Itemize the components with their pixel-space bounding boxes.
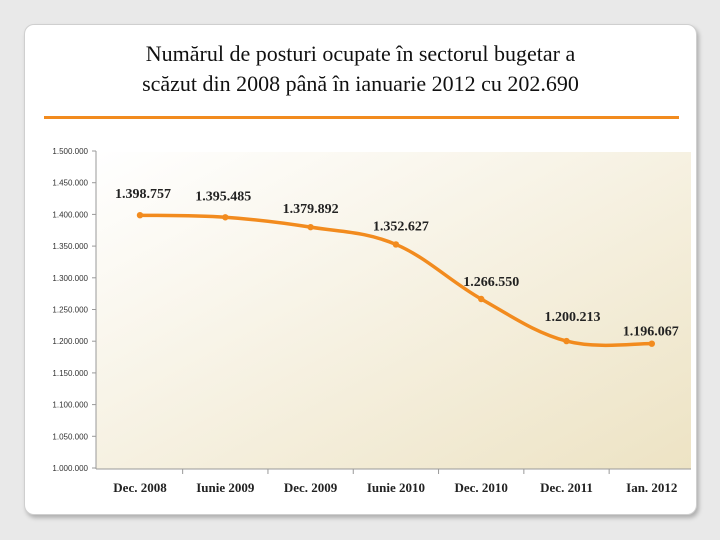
y-tick-label: 1.450.000 [52,179,88,188]
x-category-label: Ian. 2012 [626,480,677,495]
y-tick-label: 1.100.000 [52,401,88,410]
y-tick-label: 1.000.000 [52,464,88,473]
slide-title-line-1: Numărul de posturi ocupate în sectorul b… [145,41,576,66]
data-point [136,211,144,219]
data-label: 1.398.757 [115,187,171,202]
x-category-label: Iunie 2009 [196,480,255,495]
y-tick-label: 1.250.000 [52,306,88,315]
data-point [478,295,485,303]
data-point [392,241,400,248]
data-point [307,223,314,231]
y-tick-label: 1.300.000 [52,274,88,283]
y-tick-label: 1.500.000 [52,147,88,156]
slide-title-line-2: scăzut din 2008 până în ianuarie 2012 cu… [142,71,579,96]
x-category-label: Dec. 2009 [284,480,338,495]
data-label: 1.395.485 [195,189,251,204]
x-category-label: Dec. 2011 [540,480,593,495]
x-category-label: Iunie 2010 [367,480,425,495]
data-label: 1.379.892 [283,202,339,217]
y-tick-label: 1.350.000 [52,242,88,251]
data-point [648,340,655,347]
data-label: 1.266.550 [463,275,519,290]
data-label: 1.200.213 [545,310,601,325]
data-point [222,214,229,221]
x-category-label: Dec. 2010 [454,480,507,495]
y-tick-label: 1.150.000 [52,369,88,378]
plot-area [96,152,691,469]
y-axis: 1.000.000 1.050.000 1.100.000 1.150.000 1.20… [52,147,97,473]
y-tick-label: 1.200.000 [52,337,88,346]
data-labels: 1.398.757 1.395.485 1.379.892 1.352.627 1.26… [115,187,679,340]
x-category-label: Dec. 2008 [113,480,167,495]
series [136,211,655,348]
slide-title: Numărul de posturi ocupate în sectorul b… [25,39,696,99]
data-label: 1.196.067 [623,325,679,340]
y-tick-label: 1.050.000 [52,432,88,441]
title-divider [44,116,679,119]
data-label: 1.352.627 [373,219,429,234]
x-axis: Dec. 2008 Iunie 2009 Dec. 2009 Iunie 2010 De… [96,468,691,495]
data-point [563,337,570,345]
y-tick-label: 1.400.000 [52,210,88,219]
